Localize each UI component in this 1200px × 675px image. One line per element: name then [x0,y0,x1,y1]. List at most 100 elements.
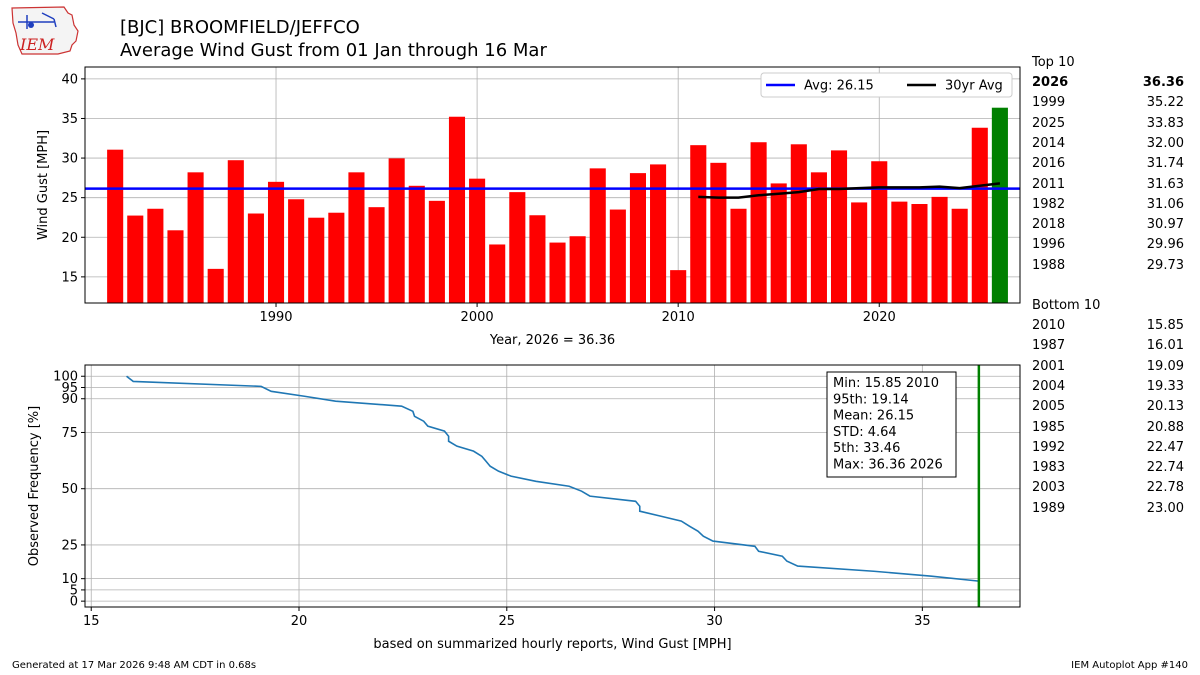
bar-1996 [388,158,405,303]
rank-row: 1988 29.73 [1032,258,1184,276]
rank-year: 2005 [1032,399,1066,415]
rank-value: 29.73 [1146,257,1184,273]
rank-value: 31.74 [1146,156,1184,172]
rank-row: 2001 19.09 [1032,359,1184,377]
y-tick-label: 15 [61,270,78,285]
top10-label: Top 10 [1032,55,1075,70]
rank-value: 20.88 [1146,419,1184,435]
stats-box-frame [826,371,957,478]
bar-1994 [348,172,365,303]
rank-year: 2004 [1032,378,1066,394]
rank-year: 1989 [1032,500,1066,516]
rank-year: 1987 [1032,338,1066,354]
trailing-average-line [698,182,1001,199]
bar-1992 [308,217,325,303]
x-tick-label: 2010 [662,310,695,325]
rank-row: 2004 19.33 [1032,379,1184,397]
rank-value: 19.09 [1146,358,1184,374]
y-tick-label: 50 [61,482,78,497]
rank-value: 22.74 [1146,460,1184,476]
rank-value: 15.85 [1146,318,1184,333]
rank-year: 1999 [1032,95,1066,111]
x-tick-label: 25 [499,614,516,629]
y-tick-label: 30 [61,152,78,167]
rank-row: 1989 23.00 [1032,501,1184,519]
x-axis-label: Year, 2026 = 36.36 [489,333,615,348]
y-tick-label: 100 [53,370,78,385]
bar-1988 [227,160,244,303]
station-dot [28,22,34,28]
x-tick-label: 2000 [461,310,494,325]
y-tick-label: 95 [61,381,78,396]
stats-line: Mean: 26.15 [833,409,914,424]
bar-1982 [107,149,124,303]
rank-row: 1996 29.96 [1032,237,1184,255]
rank-row: 2016 31.74 [1032,156,1184,174]
y-axis-label: Wind Gust [MPH] [36,130,51,240]
rank-year: 1982 [1032,196,1066,212]
rank-year: 2001 [1032,358,1066,374]
y-axis-label: Observed Frequency [%] [27,406,42,566]
frequency-curve [126,375,979,582]
rank-year: 2026 [1032,75,1069,90]
rank-value: 29.96 [1146,237,1184,253]
rank-value: 30.97 [1146,217,1184,233]
y-tick-label: 5 [70,583,78,598]
x-axis-label: based on summarized hourly reports, Wind… [373,637,731,652]
y-tick-label: 75 [61,426,78,441]
bar-2023 [931,196,948,303]
logo-text: IEM [19,35,55,54]
rank-value: 22.78 [1146,480,1184,496]
x-tick-label: 2020 [863,310,896,325]
rank-year: 2018 [1032,217,1066,233]
rank-year: 2014 [1032,135,1066,151]
bar-2000 [469,178,486,303]
bar-2011 [690,145,707,303]
rank-row: 1999 35.22 [1032,95,1184,113]
rank-year: 2025 [1032,115,1066,131]
y-tick-label: 35 [61,112,78,127]
bar-2002 [509,192,526,303]
bar-1998 [428,200,445,303]
rank-row: 1983 22.74 [1032,460,1184,478]
rank-year: 2011 [1032,176,1066,192]
bar-2003 [529,215,546,303]
legend-trailing-label: 30yr Avg [945,79,1003,94]
rank-row: 2026 36.36 [1032,75,1184,93]
rank-row: 2014 32.00 [1032,136,1184,154]
bar-2026 [991,107,1008,303]
y-tick-label: 25 [61,191,78,206]
x-tick-label: 15 [83,614,100,629]
bar-1987 [207,268,224,303]
bar-1984 [147,208,164,303]
rank-value: 36.36 [1142,75,1184,90]
bar-2016 [790,144,807,303]
legend-average-label: Avg: 26.15 [804,79,874,94]
y-tick-label: 40 [61,72,78,87]
bar-1999 [448,116,466,304]
bar-2024 [951,208,968,303]
bar-2007 [609,209,626,303]
rank-value: 35.22 [1146,95,1184,111]
rank-year: 2016 [1032,156,1066,172]
rank-value: 19.33 [1146,378,1184,394]
rank-value: 22.47 [1146,439,1184,455]
rank-year: 1985 [1032,419,1066,435]
rank-row: 1982 31.06 [1032,197,1184,215]
x-tick-label: 30 [706,614,723,629]
bar-1986 [187,172,204,303]
x-tick-label: 1990 [259,310,292,325]
y-tick-label: 90 [61,392,78,407]
chart-title-line1: [BJC] BROOMFIELD/JEFFCO [120,17,360,38]
y-tick-label: 10 [61,572,78,587]
rank-value: 16.01 [1146,338,1184,354]
legend: Avg: 26.15 30yr Avg [760,72,1013,98]
rank-row: 1987 16.01 [1032,338,1184,356]
rank-year: 1996 [1032,237,1066,253]
x-tick-label: 20 [291,614,308,629]
plot-frame [84,364,1021,608]
generated-timestamp: Generated at 17 Mar 2026 9:48 AM CDT in … [12,660,257,671]
rank-row: 2018 30.97 [1032,217,1184,235]
